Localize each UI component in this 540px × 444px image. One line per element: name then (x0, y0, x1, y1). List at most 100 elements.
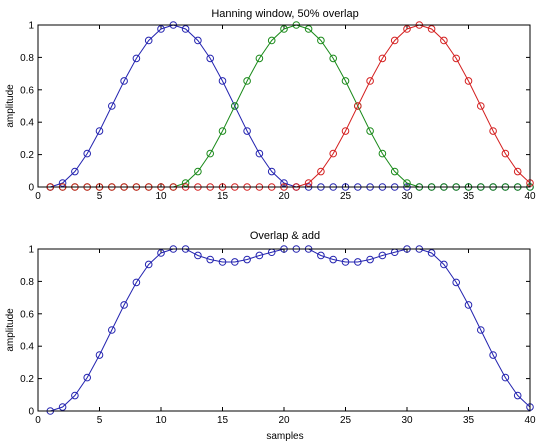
top-chart-xtick-label: 15 (217, 191, 229, 202)
top-chart-series-3-point (341, 127, 350, 135)
top-chart-series-1-point (132, 54, 141, 63)
top-chart-series-2-point (206, 149, 214, 158)
bottom-chart-series-1-point (95, 351, 104, 359)
bottom-chart-series-1-point (366, 255, 374, 264)
top-chart-xtick-label: 5 (97, 191, 103, 202)
bottom-chart-series-1-point (341, 258, 350, 266)
top-chart-series-3-point (452, 54, 461, 63)
bottom-chart-series-1-point (120, 301, 128, 309)
top-chart-series-1-point (144, 36, 153, 45)
top-chart-ytick-label: 0.4 (20, 118, 34, 129)
bottom-chart-series-1-point (194, 251, 202, 260)
bottom-chart-ytick-label: 0.2 (20, 374, 34, 385)
bottom-chart-series-1-point (58, 403, 67, 411)
top-chart-xtick-label: 40 (524, 191, 536, 202)
top-chart-ytick-label: 0.8 (20, 53, 34, 64)
bottom-chart-series-1-point (354, 258, 362, 266)
bottom-chart-xtick-label: 10 (155, 415, 167, 426)
bottom-chart-series-1-point (243, 255, 251, 264)
bottom-chart-series-1-point (378, 251, 387, 260)
top-chart-series-2-point (218, 127, 227, 135)
top-chart-series-2-point (317, 36, 325, 45)
top-chart-series-1-point (58, 179, 67, 187)
bottom-chart-ytick-label: 0.8 (20, 277, 34, 288)
top-chart-ytick-label: 0 (28, 183, 34, 194)
bottom-chart-axes: 0 5 10 15 20 25 30 35 40 0 0.2 0.4 0.6 0.8 1 (20, 245, 536, 427)
top-chart-series-3-point (354, 102, 362, 110)
bottom-chart-xtick-label: 40 (524, 415, 536, 426)
top-chart-series-3-point (403, 25, 411, 33)
bottom-chart-xtick-label: 25 (340, 415, 352, 426)
top-chart-series-3-point (440, 36, 448, 45)
top-chart-series-3-point (304, 179, 313, 187)
bottom-chart-ytick-label: 0.4 (20, 342, 34, 353)
bottom-chart-series-1-point (452, 278, 461, 287)
bottom-chart-xtick-label: 30 (401, 415, 413, 426)
bottom-chart-series-1-point (513, 391, 522, 400)
top-chart-series-1-point (120, 77, 128, 85)
top-chart-series-1-point (255, 149, 264, 158)
top-chart-series-3-point (378, 54, 387, 63)
bottom-chart-frame (37, 248, 531, 412)
top-chart-series-2-point (280, 25, 288, 33)
top-chart-xtick-label: 10 (155, 191, 167, 202)
bottom-chart-xtick-label: 20 (278, 415, 290, 426)
top-chart-ylabel: amplitude (5, 84, 16, 128)
top-chart-series-1-point (243, 127, 251, 135)
bottom-chart-series-1-point (464, 301, 473, 309)
top-chart-frame (37, 24, 531, 188)
bottom-chart-series-1-point (489, 351, 497, 359)
bottom-chart-ytick-label: 0 (28, 407, 34, 418)
bottom-chart-series-1-point (71, 391, 79, 400)
top-chart-series-3-point (329, 149, 338, 158)
bottom-chart-series-1-point (231, 258, 239, 266)
top-chart-series-1-point (218, 77, 227, 85)
bottom-chart-xtick-label: 15 (217, 415, 229, 426)
top-chart-title: Hanning window, 50% overlap (211, 8, 358, 20)
top-chart-ytick-label: 0.6 (20, 85, 34, 96)
bottom-chart-series-1-point (329, 255, 338, 264)
bottom-chart-xlabel: samples (266, 431, 303, 442)
top-chart-series-3-point (390, 36, 399, 45)
top-chart-series-3-point (489, 127, 497, 135)
bottom-chart-xtick-label: 35 (463, 415, 475, 426)
top-chart-series-1-point (71, 167, 79, 176)
top-chart-series-2-point (194, 167, 202, 176)
top-chart-xtick-label: 35 (463, 191, 475, 202)
bottom-chart-series-1-point (440, 260, 448, 269)
bottom-chart-ytick-label: 0.6 (20, 309, 34, 320)
top-chart-series-1-point (181, 25, 190, 33)
top-chart-series-2-point (378, 149, 387, 158)
bottom-chart-xtick-label: 5 (97, 415, 103, 426)
top-chart-series-1-point (267, 167, 276, 176)
top-chart-xtick-label: 30 (401, 191, 413, 202)
top-chart-series-2-point (366, 127, 374, 135)
bottom-chart-series-1-point (218, 258, 227, 266)
top-chart-ytick-label: 0.2 (20, 150, 34, 161)
top-chart-series-1-point (83, 149, 91, 158)
bottom-chart-series-1-point (108, 326, 116, 334)
bottom-chart-series-1-point (206, 255, 214, 264)
top-chart-xtick-label: 20 (278, 191, 290, 202)
bottom-chart-series-1-point (477, 326, 485, 334)
bottom-chart-series-1-point (317, 251, 325, 260)
bottom-chart-series-1-point (501, 373, 510, 382)
top-chart-series-3-point (366, 77, 374, 85)
top-chart-series-2-point (181, 179, 190, 187)
top-chart-series-1-point (157, 25, 165, 33)
top-chart-series-1-point (206, 54, 214, 63)
top-chart-ytick-label: 1 (28, 21, 34, 32)
bottom-chart-ylabel: amplitude (5, 308, 16, 352)
top-chart-series-3-point (477, 102, 485, 110)
bottom-chart-series-1-point (157, 249, 165, 257)
top-chart-series-2-point (243, 77, 251, 85)
bottom-chart-series-1-point (144, 260, 153, 269)
top-chart-panel: Hanning window, 50% overlap amplitude 0 5… (5, 8, 536, 202)
top-chart-series-3-point (427, 25, 436, 33)
top-chart-series-3-point (513, 167, 522, 176)
top-chart-series-2-point (267, 36, 276, 45)
top-chart-series-3-point (317, 167, 325, 176)
bottom-chart-panel: Overlap & add amplitude samples 0 5 10 15 20… (5, 230, 536, 442)
